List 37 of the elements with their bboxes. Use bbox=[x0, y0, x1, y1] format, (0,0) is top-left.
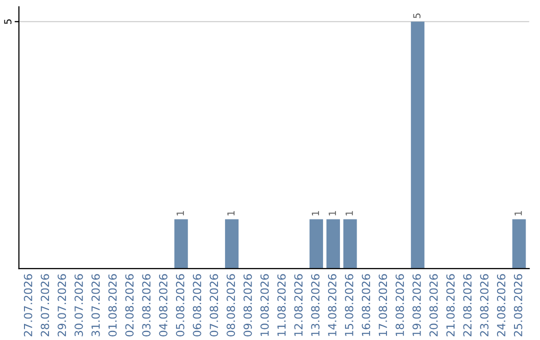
data-label: 5 bbox=[413, 14, 420, 18]
data-label: 1 bbox=[312, 211, 319, 216]
x-tick-label: 12.08.2026 bbox=[294, 274, 303, 336]
x-tick-label: 20.08.2026 bbox=[429, 274, 438, 336]
x-tick-label: 17.08.2026 bbox=[378, 274, 388, 336]
x-tick-label: 03.08.2026 bbox=[142, 274, 151, 336]
x-tick-label: 07.08.2026 bbox=[210, 274, 218, 336]
x-tick-label: 10.08.2026 bbox=[260, 274, 269, 336]
x-tick-label: 19.08.2026 bbox=[412, 274, 421, 336]
data-label: 1 bbox=[514, 211, 522, 216]
x-tick-label: 06.08.2026 bbox=[192, 274, 202, 336]
x-tick-label: 31.07.2026 bbox=[91, 274, 100, 336]
x-tick-label: 08.08.2026 bbox=[226, 274, 236, 336]
x-tick-label: 02.08.2026 bbox=[125, 274, 134, 336]
x-tick-label: 16.08.2026 bbox=[362, 274, 370, 336]
x-tick-label: 05.08.2026 bbox=[176, 274, 184, 336]
x-tick-label: 11.08.2026 bbox=[277, 274, 286, 336]
x-tick-label: 04.08.2026 bbox=[159, 274, 168, 336]
x-tick-label: 24.08.2026 bbox=[496, 274, 506, 336]
x-tick-label: 21.08.2026 bbox=[446, 274, 455, 336]
x-tick-label: 30.07.2026 bbox=[74, 274, 83, 336]
data-label: 1 bbox=[328, 211, 336, 216]
x-tick-label: 15.08.2026 bbox=[344, 274, 354, 336]
x-tick-label: 29.07.2026 bbox=[58, 274, 66, 336]
x-tick-label: 18.08.2026 bbox=[396, 274, 404, 336]
x-tick-label: 23.08.2026 bbox=[480, 274, 488, 336]
x-tick-label: 13.08.2026 bbox=[311, 274, 320, 336]
x-tick-label: 14.08.2026 bbox=[328, 274, 336, 336]
x-tick-label: 28.07.2026 bbox=[40, 274, 50, 336]
x-tick-label: 27.07.2026 bbox=[24, 274, 32, 336]
x-tick-label: 09.08.2026 bbox=[244, 274, 252, 336]
x-tick-label: 22.08.2026 bbox=[463, 274, 472, 336]
data-label: 1 bbox=[346, 211, 353, 216]
data-label: 1 bbox=[176, 211, 184, 216]
x-tick-label: 01.08.2026 bbox=[108, 274, 117, 336]
data-label: 1 bbox=[227, 211, 234, 216]
x-tick-label: 25.08.2026 bbox=[514, 274, 522, 336]
